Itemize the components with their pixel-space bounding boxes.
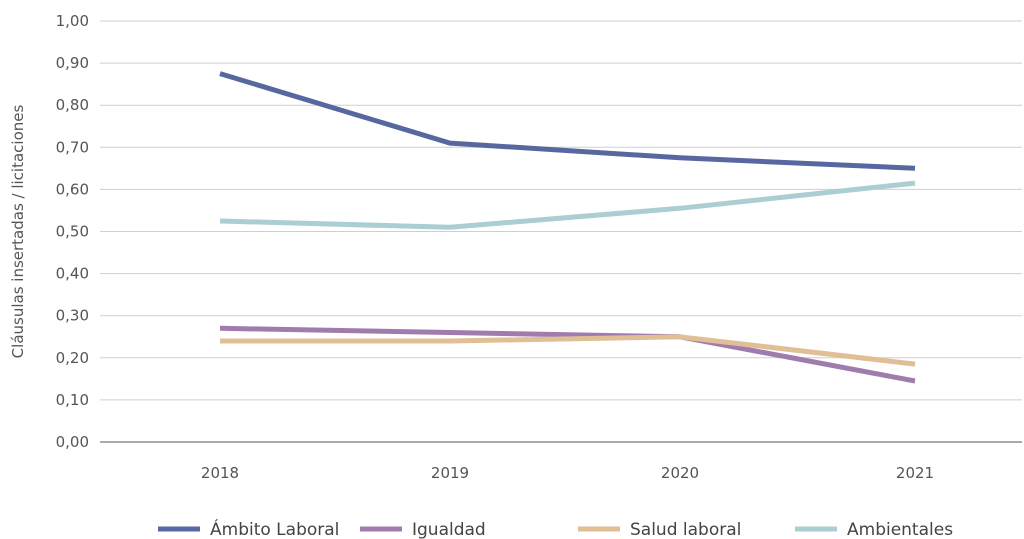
series-line-3 [220, 334, 916, 367]
y-tick-label: 0,10 [56, 391, 89, 409]
legend-item: Salud laboral [578, 520, 741, 539]
x-tick-label: 2018 [201, 464, 239, 482]
legend-label: Salud laboral [630, 520, 741, 539]
series-lines [219, 71, 916, 384]
y-tick-label: 0,80 [56, 96, 89, 114]
legend-item: Igualdad [360, 520, 486, 539]
series-line-2 [219, 325, 916, 384]
y-tick-label: 0,60 [56, 180, 89, 198]
x-tick-label: 2021 [896, 464, 934, 482]
legend: Ámbito Laboral Igualdad Salud laboral Ambie… [158, 518, 953, 539]
x-tick-label: 2020 [661, 464, 699, 482]
gridlines [100, 20, 1022, 443]
x-tick-labels: 2018 2019 2020 2021 [201, 464, 934, 482]
legend-label: Ambientales [847, 520, 953, 539]
y-axis-title: Cláusulas insertadas / licitaciones [9, 104, 27, 358]
x-tick-label: 2019 [431, 464, 469, 482]
legend-item: Ámbito Laboral [158, 518, 339, 539]
y-tick-label: 0,70 [56, 138, 89, 156]
legend-item: Ambientales [795, 520, 953, 539]
y-tick-label: 0,40 [56, 265, 89, 283]
y-tick-label: 1,00 [56, 12, 89, 30]
legend-label: Igualdad [412, 520, 486, 539]
series-line-1 [219, 71, 916, 171]
y-tick-label: 0,90 [56, 54, 89, 72]
legend-label: Ámbito Laboral [210, 518, 339, 539]
y-tick-label: 0,20 [56, 349, 89, 367]
y-tick-label: 0,50 [56, 223, 89, 241]
y-tick-label: 0,30 [56, 307, 89, 325]
series-line-4 [219, 180, 916, 230]
y-tick-labels: 0,00 0,10 0,20 0,30 0,40 0,50 0,60 0,70 0,80 0,90… [56, 12, 89, 451]
y-tick-label: 0,00 [56, 433, 89, 451]
